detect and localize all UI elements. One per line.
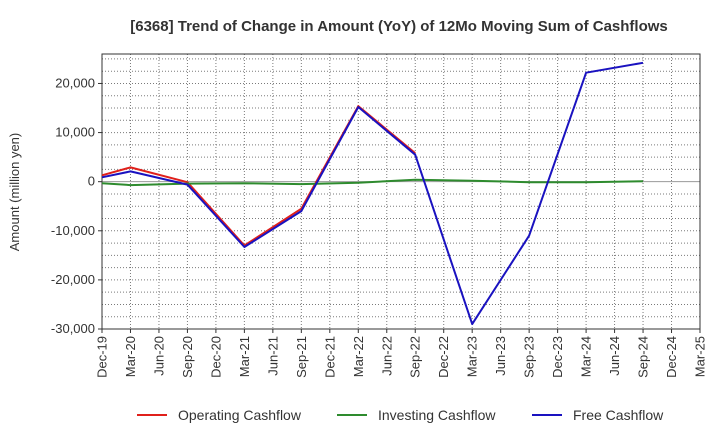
y-tick-label: 0: [88, 174, 95, 189]
x-tick-label: Sep-24: [636, 336, 651, 378]
grid: [101, 54, 701, 330]
plot-frame: [101, 53, 701, 330]
y-tick-label: 20,000: [55, 75, 95, 90]
chart-title: [6368] Trend of Change in Amount (YoY) o…: [130, 18, 668, 35]
y-tick-label: 10,000: [55, 125, 95, 140]
legend-label-investing-cashflow: Investing Cashflow: [378, 407, 496, 423]
x-tick-label: Dec-20: [208, 336, 223, 378]
x-tick-label: Mar-20: [123, 336, 138, 377]
y-axis-label: Amount (million yen): [7, 133, 22, 252]
x-tick-label: Mar-22: [351, 336, 366, 377]
x-tick-label: Sep-23: [522, 336, 537, 378]
x-tick-label: Mar-24: [579, 336, 594, 377]
x-tick-label: Mar-25: [693, 336, 708, 377]
x-tick-label: Sep-22: [408, 336, 423, 378]
x-ticks: Dec-19 Mar-20 Jun-20 Sep-20 Dec-20 Mar-21 Jun-…: [95, 329, 708, 378]
y-ticks: 20,000 10,000 0 -10,000 -20,000 -30,000: [51, 75, 102, 336]
x-tick-label: Sep-20: [180, 336, 195, 378]
legend: Operating Cashflow Investing Cashflow Free…: [137, 407, 664, 423]
x-tick-label: Jun-20: [151, 336, 166, 376]
x-tick-label: Dec-19: [95, 336, 110, 378]
x-tick-label: Mar-23: [465, 336, 480, 377]
x-tick-label: Dec-22: [436, 336, 451, 378]
x-tick-label: Dec-21: [322, 336, 337, 378]
x-tick-label: Mar-21: [237, 336, 252, 377]
x-tick-label: Sep-21: [294, 336, 309, 378]
x-tick-label: Dec-24: [664, 336, 679, 378]
x-tick-label: Dec-23: [550, 336, 565, 378]
series-lines: [101, 61, 644, 326]
x-tick-label: Jun-22: [379, 336, 394, 376]
y-tick-label: -20,000: [51, 272, 95, 287]
legend-label-free-cashflow: Free Cashflow: [573, 407, 664, 423]
y-tick-label: -30,000: [51, 321, 95, 336]
y-tick-label: -10,000: [51, 223, 95, 238]
x-tick-label: Jun-24: [607, 336, 622, 376]
axes: [101, 53, 701, 330]
x-tick-label: Jun-21: [265, 336, 280, 376]
legend-label-operating-cashflow: Operating Cashflow: [178, 407, 302, 423]
plot-area: [102, 54, 700, 329]
free-cashflow-line: [101, 61, 644, 326]
x-tick-label: Jun-23: [493, 336, 508, 376]
